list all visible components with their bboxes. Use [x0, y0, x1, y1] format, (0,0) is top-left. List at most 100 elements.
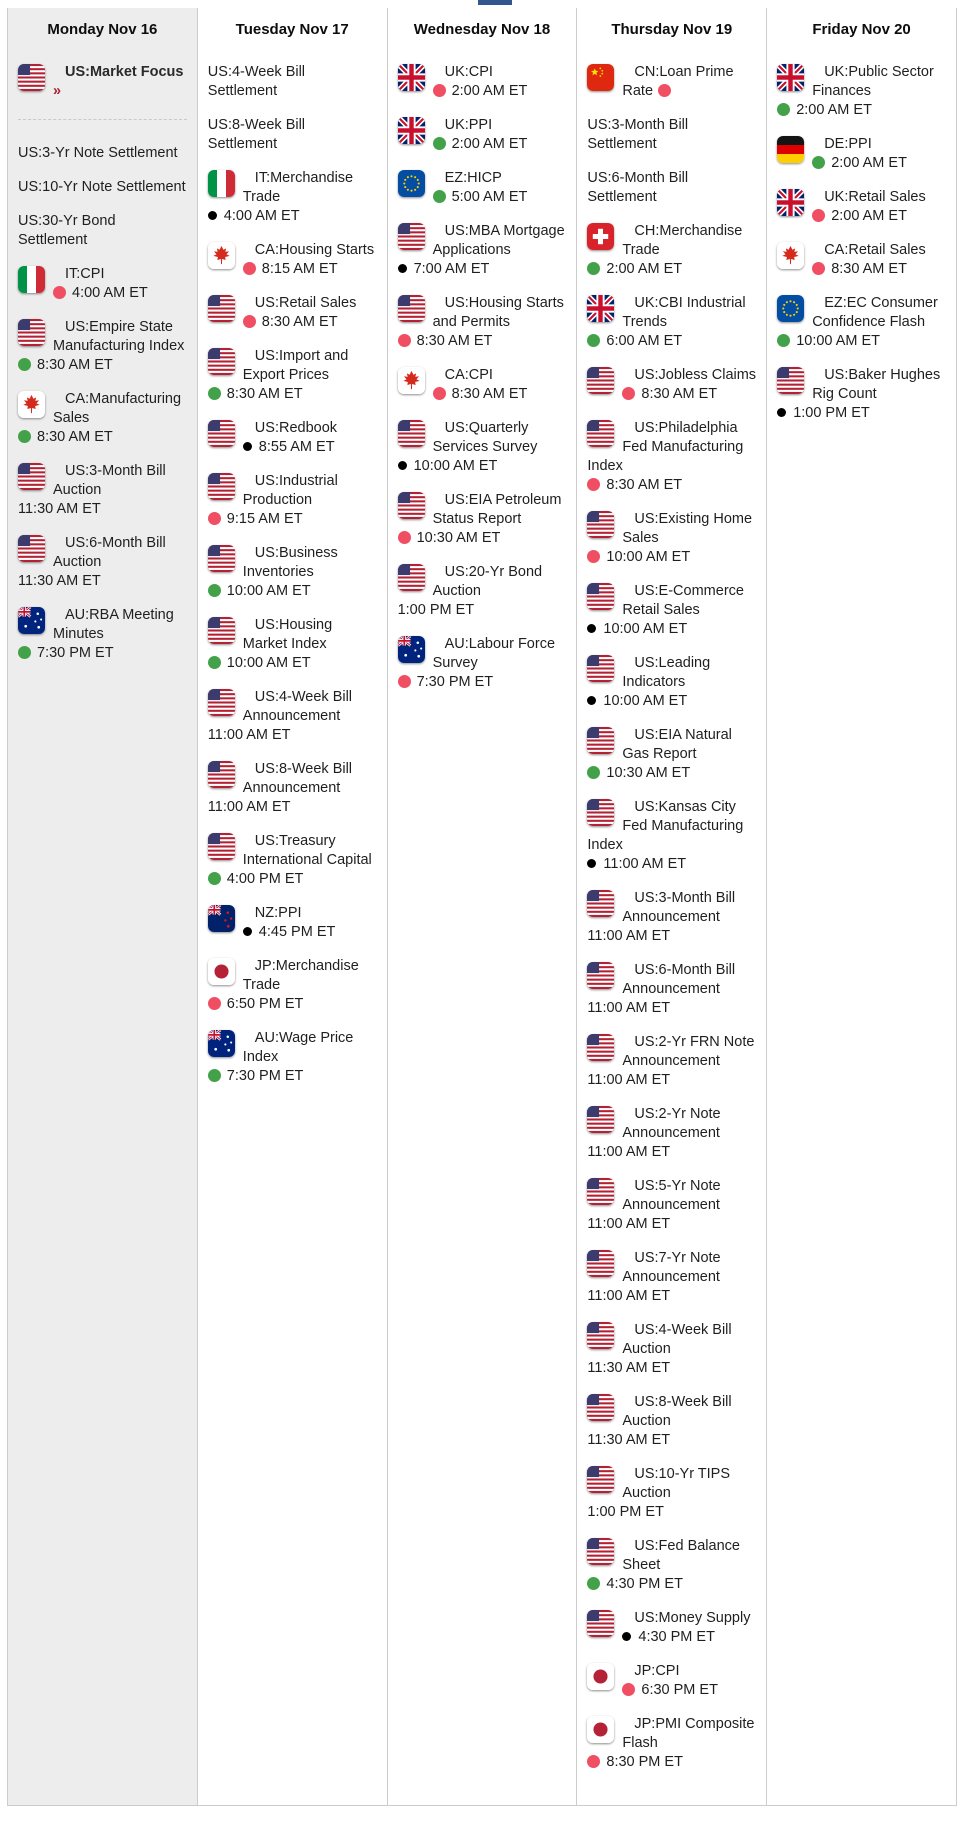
event-time: 7:30 PM ET [18, 644, 187, 663]
tab-indicator-partial [478, 0, 512, 5]
event-name: US:MBA Mortgage Applications [432, 223, 565, 258]
event-time: 7:30 PM ET [207, 1067, 377, 1086]
event-name: US:30-Yr Bond Settlement [18, 213, 116, 248]
red-dot [812, 209, 826, 222]
event-item: US:4-Week Bill Auction 11:30 AM ET [587, 1321, 756, 1378]
event-item: US:E-Commerce Retail Sales 10:00 AM ET [587, 582, 756, 639]
event-name: UK:Public Sector Finances [812, 64, 934, 99]
event-name: AU:RBA Meeting Minutes [53, 607, 174, 642]
event-item: US:Baker Hughes Rig Count 1:00 PM ET [777, 366, 946, 423]
event-item: US:5-Yr Note Announcement 11:00 AM ET [587, 1177, 756, 1234]
event-time: 11:00 AM ET [587, 1216, 671, 1232]
flag-icon-au [18, 607, 45, 634]
flag-icon-uk [397, 64, 425, 91]
event-name: US:2-Yr Note Announcement [622, 1106, 721, 1141]
green-dot [812, 156, 826, 169]
event-item: JP:CPI 6:30 PM ET [587, 1662, 756, 1700]
green-dot [207, 656, 221, 669]
flag-icon-jp [207, 958, 235, 985]
event-name: CA:Housing Starts [254, 242, 375, 258]
green-dot [207, 872, 221, 885]
flag-icon-uk [397, 117, 425, 144]
flag-icon-ez [397, 170, 425, 197]
black-dot [242, 442, 252, 451]
event-time: 11:00 AM ET [587, 928, 671, 944]
flag-icon-us [587, 420, 615, 447]
day-header: Thursday Nov 19 [611, 21, 733, 38]
green-dot [587, 334, 601, 347]
flag-icon-us [207, 295, 235, 322]
event-time: 10:00 AM ET [587, 692, 756, 711]
market-focus-link[interactable]: US:Market Focus » [18, 63, 187, 101]
event-item: US:Kansas City Fed Manufacturing Index 11… [587, 798, 756, 874]
event-time: 10:00 AM ET [587, 548, 756, 567]
event-time: 6:00 AM ET [587, 332, 756, 351]
event-item: AU:Wage Price Index 7:30 PM ET [207, 1029, 377, 1086]
event-name: US:3-Month Bill Announcement [622, 890, 736, 925]
event-name: CA:Retail Sales [824, 242, 926, 258]
green-dot [18, 646, 31, 659]
flag-icon-us [587, 1538, 615, 1565]
event-item: US:EIA Natural Gas Report 10:30 AM ET [587, 726, 756, 783]
event-name: US:Treasury International Capital [242, 833, 372, 868]
event-item: US:Empire State Manufacturing Index 8:30 … [18, 318, 187, 375]
green-dot [18, 430, 31, 443]
event-name: US:EIA Natural Gas Report [622, 727, 732, 762]
red-dot [397, 531, 411, 544]
red-dot [432, 387, 446, 400]
event-item: US:Business Inventories 10:00 AM ET [207, 544, 377, 601]
event-item: US:10-Yr Note Settlement [18, 178, 187, 197]
event-time: 10:00 AM ET [207, 654, 377, 673]
event-item: IT:Merchandise Trade 4:00 AM ET [207, 169, 377, 226]
red-dot [242, 262, 256, 275]
flag-icon-us [587, 1322, 615, 1349]
event-time: 4:00 AM ET [207, 207, 377, 226]
event-name: US:Leading Indicators [622, 655, 711, 690]
event-name: US:Philadelphia Fed Manufacturing Index [587, 420, 744, 474]
flag-icon-jp [587, 1663, 615, 1690]
event-item: US:Housing Starts and Permits 8:30 AM ET [397, 294, 567, 351]
event-name: US:4-Week Bill Announcement [242, 689, 353, 724]
event-time: 10:30 AM ET [397, 529, 567, 548]
flag-icon-us [18, 463, 45, 490]
flag-icon-us [207, 761, 235, 788]
event-name: IT:CPI [65, 266, 105, 282]
event-list: UK:CPI 2:00 AM ET UK:PPI 2:00 AM ET EZ:HICP 5… [397, 63, 567, 692]
market-focus-arrow-icon: » [53, 83, 62, 99]
event-item: JP:PMI Composite Flash 8:30 PM ET [587, 1715, 756, 1772]
event-name: US:EIA Petroleum Status Report [432, 492, 562, 527]
event-item: US:Philadelphia Fed Manufacturing Index 8… [587, 419, 756, 495]
event-name: US:2-Yr FRN Note Announcement [622, 1034, 755, 1069]
event-name: US:8-Week Bill Settlement [207, 117, 306, 152]
green-dot [587, 262, 601, 275]
event-item: US:Import and Export Prices 8:30 AM ET [207, 347, 377, 404]
event-time: 11:00 AM ET [207, 799, 291, 815]
event-name: CA:CPI [444, 367, 493, 383]
event-time: 11:30 AM ET [587, 1360, 671, 1376]
event-time: 8:30 AM ET [208, 313, 377, 332]
red-dot [622, 1683, 636, 1696]
event-item: IT:CPI 4:00 AM ET [18, 265, 187, 303]
event-time: 11:00 AM ET [587, 1288, 671, 1304]
event-item: CN:Loan Prime Rate [587, 63, 756, 101]
event-item: US:Fed Balance Sheet 4:30 PM ET [587, 1537, 756, 1594]
event-item: US:4-Week Bill Announcement 11:00 AM ET [207, 688, 377, 745]
flag-icon-cn [587, 64, 615, 91]
event-time: 11:30 AM ET [18, 573, 101, 589]
calendar: Monday Nov 16 US:Market Focus » US:3-Yr No… [7, 8, 957, 1806]
event-name: US:5-Yr Note Announcement [622, 1178, 721, 1213]
red-dot [658, 84, 672, 97]
black-dot [622, 1632, 632, 1641]
black-dot [397, 461, 407, 470]
day-column-thursday: Thursday Nov 19 CN:Loan Prime Rate US:3-Mo… [577, 8, 768, 1805]
flag-icon-us [207, 420, 235, 447]
flag-icon-us [587, 583, 615, 610]
event-name: US:3-Month Bill Auction [53, 463, 166, 498]
event-name: US:7-Yr Note Announcement [622, 1250, 721, 1285]
black-dot [242, 927, 252, 936]
event-item: US:3-Month Bill Settlement [587, 116, 756, 154]
red-dot [812, 262, 826, 275]
event-time: 1:00 PM ET [777, 404, 946, 423]
flag-icon-us [397, 295, 425, 322]
event-time: 2:00 AM ET [398, 135, 567, 154]
